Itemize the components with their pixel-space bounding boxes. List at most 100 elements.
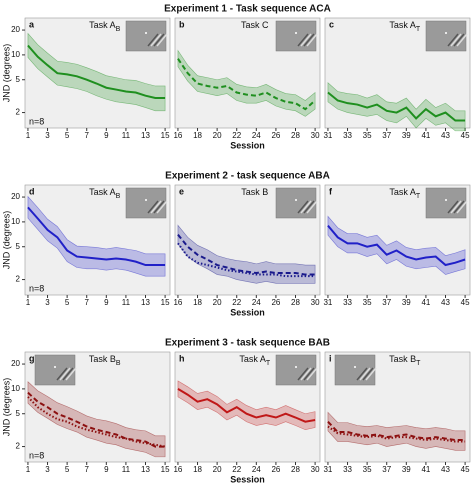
confidence-band [27, 195, 166, 277]
n-label: n=8 [29, 283, 44, 293]
x-tick-label: 13 [141, 298, 150, 307]
n-label: n=8 [29, 116, 44, 126]
x-tick-label: 45 [461, 131, 470, 140]
mean-line [27, 206, 166, 267]
gabor-stripe [447, 200, 459, 214]
x-tick-label: 26 [271, 465, 280, 474]
x-tick-label: 45 [461, 298, 470, 307]
task-label: Task AT [389, 20, 421, 33]
gabor-stripe [365, 367, 377, 381]
x-tick-label: 11 [122, 131, 131, 140]
x-tick-label: 22 [232, 298, 241, 307]
row-title: Experiment 1 - Task sequence ACA [164, 4, 331, 15]
x-tick-label: 37 [382, 465, 391, 474]
mean-line [327, 91, 466, 122]
confidence-band [327, 411, 466, 451]
gabor-stripe [156, 33, 168, 47]
x-tick-label: 33 [343, 298, 352, 307]
x-tick-label: 41 [421, 465, 430, 474]
x-tick-label: 5 [65, 465, 70, 474]
mean-line [177, 234, 316, 276]
fixation-dot [295, 32, 297, 34]
x-tick-label: 30 [311, 465, 320, 474]
task-label: Task B [241, 187, 268, 197]
task-text: Task B [89, 354, 116, 364]
x-axis-label: Session [230, 307, 265, 317]
x-tick-label: 43 [441, 298, 450, 307]
task-label: Task BB [89, 354, 121, 367]
task-label: Task AB [89, 187, 121, 200]
fixation-dot [145, 199, 147, 201]
gabor-stripe [303, 200, 315, 214]
gabor-stripe [153, 200, 165, 214]
x-tick-label: 22 [232, 465, 241, 474]
x-tick-label: 9 [104, 131, 109, 140]
task-text: Task B [241, 187, 268, 197]
mean-line [177, 58, 316, 111]
gabor-stripe [456, 33, 468, 47]
fixation-dot [445, 199, 447, 201]
x-tick-label: 13 [141, 131, 150, 140]
panel-letter: h [179, 353, 185, 363]
y-tick-label: 5 [16, 75, 21, 84]
task-label: Task AT [239, 354, 271, 367]
panel-letter: g [29, 353, 35, 363]
panel-letter: e [179, 186, 184, 196]
x-tick-label: 18 [193, 131, 202, 140]
x-axis-label: Session [230, 140, 265, 150]
task-sub: T [416, 26, 421, 33]
gabor-stripe [150, 33, 162, 47]
mean-line [177, 242, 316, 278]
x-tick-label: 45 [461, 465, 470, 474]
x-tick-label: 37 [382, 298, 391, 307]
x-tick-label: 28 [291, 131, 300, 140]
x-tick-label: 15 [161, 131, 170, 140]
gabor-stripe [147, 200, 159, 214]
x-tick-label: 13 [141, 465, 150, 474]
y-tick-label: 10 [11, 217, 20, 226]
x-tick-label: 7 [84, 465, 89, 474]
task-sub: T [416, 193, 421, 200]
x-tick-label: 41 [421, 298, 430, 307]
x-tick-label: 5 [65, 298, 70, 307]
gabor-stripe [65, 367, 77, 381]
gabor-stripe [303, 33, 315, 47]
fixation-dot [354, 366, 356, 368]
task-sub: B [116, 26, 121, 33]
gabor-stripe [150, 200, 162, 214]
task-text: Task A [389, 20, 416, 30]
y-tick-label: 2 [16, 442, 21, 451]
inset-stimulus [275, 354, 317, 386]
task-label: Task AT [389, 187, 421, 200]
y-tick-label: 5 [16, 242, 21, 251]
gabor-stripe [306, 33, 318, 47]
task-sub: B [116, 360, 121, 367]
gabor-stripe [306, 367, 318, 381]
x-tick-label: 16 [173, 465, 182, 474]
gabor-stripe [153, 33, 165, 47]
task-text: Task A [389, 187, 416, 197]
task-text: Task A [89, 187, 116, 197]
x-tick-label: 31 [323, 465, 332, 474]
x-tick-label: 3 [45, 298, 50, 307]
panel-letter: c [329, 19, 334, 29]
panel-letter: i [329, 353, 332, 363]
panel-letter: a [29, 19, 35, 29]
task-label: Task AB [89, 20, 121, 33]
mean-line [27, 391, 166, 448]
y-tick-label: 20 [11, 359, 20, 368]
fixation-dot [54, 366, 56, 368]
x-tick-label: 16 [173, 131, 182, 140]
task-sub: T [266, 360, 271, 367]
x-tick-label: 35 [363, 131, 372, 140]
gabor-stripe [453, 200, 465, 214]
gabor-stripe [297, 33, 309, 47]
row-title: Experiment 2 - task sequence ABA [165, 171, 330, 182]
y-tick-label: 2 [16, 275, 21, 284]
task-text: Task C [241, 20, 269, 30]
x-tick-label: 41 [421, 131, 430, 140]
x-tick-label: 1 [26, 298, 31, 307]
x-tick-label: 3 [45, 465, 50, 474]
fixation-dot [295, 366, 297, 368]
